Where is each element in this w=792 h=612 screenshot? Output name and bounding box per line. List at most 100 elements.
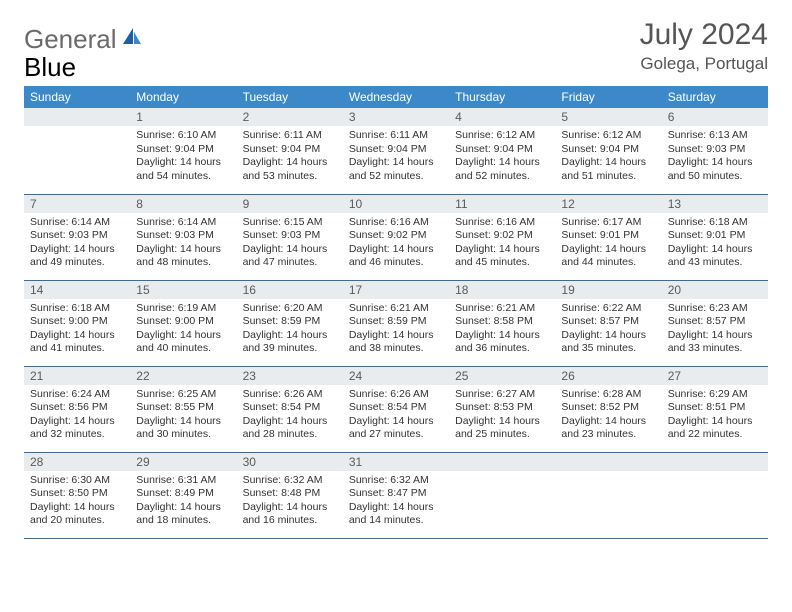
sunrise-line: Sunrise: 6:27 AM: [455, 388, 549, 402]
daylight-line: Daylight: 14 hours and 20 minutes.: [30, 501, 124, 528]
sunrise-line: Sunrise: 6:26 AM: [243, 388, 337, 402]
sunset-line: Sunset: 9:00 PM: [136, 315, 230, 329]
day-details: Sunrise: 6:21 AMSunset: 8:58 PMDaylight:…: [449, 299, 555, 361]
title-block: July 2024 Golega, Portugal: [640, 18, 768, 74]
day-details: Sunrise: 6:12 AMSunset: 9:04 PMDaylight:…: [555, 126, 661, 188]
sunrise-line: Sunrise: 6:31 AM: [136, 474, 230, 488]
sunrise-line: Sunrise: 6:16 AM: [455, 216, 549, 230]
sunrise-line: Sunrise: 6:32 AM: [243, 474, 337, 488]
day-number: [555, 453, 661, 471]
calendar-cell: 14Sunrise: 6:18 AMSunset: 9:00 PMDayligh…: [24, 280, 130, 366]
calendar-cell: [449, 452, 555, 538]
day-number: 18: [449, 281, 555, 299]
day-number: 6: [662, 108, 768, 126]
day-number: 1: [130, 108, 236, 126]
daylight-line: Daylight: 14 hours and 48 minutes.: [136, 243, 230, 270]
day-details: Sunrise: 6:16 AMSunset: 9:02 PMDaylight:…: [449, 213, 555, 275]
calendar-cell: 9Sunrise: 6:15 AMSunset: 9:03 PMDaylight…: [237, 194, 343, 280]
daylight-line: Daylight: 14 hours and 47 minutes.: [243, 243, 337, 270]
calendar-cell: 26Sunrise: 6:28 AMSunset: 8:52 PMDayligh…: [555, 366, 661, 452]
day-details: Sunrise: 6:29 AMSunset: 8:51 PMDaylight:…: [662, 385, 768, 447]
calendar-cell: 27Sunrise: 6:29 AMSunset: 8:51 PMDayligh…: [662, 366, 768, 452]
day-number: 5: [555, 108, 661, 126]
calendar-cell: 10Sunrise: 6:16 AMSunset: 9:02 PMDayligh…: [343, 194, 449, 280]
day-details: Sunrise: 6:26 AMSunset: 8:54 PMDaylight:…: [237, 385, 343, 447]
sunset-line: Sunset: 8:51 PM: [668, 401, 762, 415]
sunset-line: Sunset: 8:50 PM: [30, 487, 124, 501]
sunset-line: Sunset: 9:03 PM: [668, 143, 762, 157]
calendar-cell: 6Sunrise: 6:13 AMSunset: 9:03 PMDaylight…: [662, 108, 768, 194]
daylight-line: Daylight: 14 hours and 50 minutes.: [668, 156, 762, 183]
daylight-line: Daylight: 14 hours and 30 minutes.: [136, 415, 230, 442]
sunset-line: Sunset: 9:04 PM: [561, 143, 655, 157]
day-number: 2: [237, 108, 343, 126]
calendar-cell: 24Sunrise: 6:26 AMSunset: 8:54 PMDayligh…: [343, 366, 449, 452]
day-number: 30: [237, 453, 343, 471]
day-details: [24, 126, 130, 133]
daylight-line: Daylight: 14 hours and 38 minutes.: [349, 329, 443, 356]
daylight-line: Daylight: 14 hours and 41 minutes.: [30, 329, 124, 356]
sunrise-line: Sunrise: 6:10 AM: [136, 129, 230, 143]
calendar-cell: 3Sunrise: 6:11 AMSunset: 9:04 PMDaylight…: [343, 108, 449, 194]
sunrise-line: Sunrise: 6:11 AM: [243, 129, 337, 143]
sunrise-line: Sunrise: 6:15 AM: [243, 216, 337, 230]
calendar-cell: 28Sunrise: 6:30 AMSunset: 8:50 PMDayligh…: [24, 452, 130, 538]
calendar-cell: 19Sunrise: 6:22 AMSunset: 8:57 PMDayligh…: [555, 280, 661, 366]
sunrise-line: Sunrise: 6:19 AM: [136, 302, 230, 316]
sail-icon: [121, 24, 143, 55]
sunset-line: Sunset: 9:03 PM: [30, 229, 124, 243]
calendar-cell: 11Sunrise: 6:16 AMSunset: 9:02 PMDayligh…: [449, 194, 555, 280]
day-header: Sunday: [24, 86, 130, 108]
day-details: Sunrise: 6:26 AMSunset: 8:54 PMDaylight:…: [343, 385, 449, 447]
day-number: 3: [343, 108, 449, 126]
calendar-cell: 16Sunrise: 6:20 AMSunset: 8:59 PMDayligh…: [237, 280, 343, 366]
calendar-cell: 8Sunrise: 6:14 AMSunset: 9:03 PMDaylight…: [130, 194, 236, 280]
day-number: 11: [449, 195, 555, 213]
day-details: Sunrise: 6:28 AMSunset: 8:52 PMDaylight:…: [555, 385, 661, 447]
brand-logo: General: [24, 24, 143, 55]
calendar-week: 14Sunrise: 6:18 AMSunset: 9:00 PMDayligh…: [24, 280, 768, 366]
daylight-line: Daylight: 14 hours and 35 minutes.: [561, 329, 655, 356]
day-number: 7: [24, 195, 130, 213]
day-number: 8: [130, 195, 236, 213]
day-details: [449, 471, 555, 478]
day-header: Friday: [555, 86, 661, 108]
day-number: 23: [237, 367, 343, 385]
sunset-line: Sunset: 8:59 PM: [349, 315, 443, 329]
sunset-line: Sunset: 8:52 PM: [561, 401, 655, 415]
calendar-week: 7Sunrise: 6:14 AMSunset: 9:03 PMDaylight…: [24, 194, 768, 280]
sunrise-line: Sunrise: 6:12 AM: [455, 129, 549, 143]
day-details: Sunrise: 6:32 AMSunset: 8:48 PMDaylight:…: [237, 471, 343, 533]
calendar-cell: 29Sunrise: 6:31 AMSunset: 8:49 PMDayligh…: [130, 452, 236, 538]
day-number: 15: [130, 281, 236, 299]
calendar-body: 1Sunrise: 6:10 AMSunset: 9:04 PMDaylight…: [24, 108, 768, 538]
day-number: 26: [555, 367, 661, 385]
sunset-line: Sunset: 8:55 PM: [136, 401, 230, 415]
sunrise-line: Sunrise: 6:11 AM: [349, 129, 443, 143]
day-details: [662, 471, 768, 478]
sunset-line: Sunset: 9:03 PM: [136, 229, 230, 243]
day-number: 24: [343, 367, 449, 385]
calendar-page: General July 2024 Golega, Portugal Blue …: [0, 0, 792, 557]
day-details: Sunrise: 6:18 AMSunset: 9:00 PMDaylight:…: [24, 299, 130, 361]
calendar-cell: [555, 452, 661, 538]
day-number: 22: [130, 367, 236, 385]
daylight-line: Daylight: 14 hours and 54 minutes.: [136, 156, 230, 183]
day-details: Sunrise: 6:25 AMSunset: 8:55 PMDaylight:…: [130, 385, 236, 447]
daylight-line: Daylight: 14 hours and 28 minutes.: [243, 415, 337, 442]
sunrise-line: Sunrise: 6:12 AM: [561, 129, 655, 143]
calendar-cell: 4Sunrise: 6:12 AMSunset: 9:04 PMDaylight…: [449, 108, 555, 194]
sunrise-line: Sunrise: 6:17 AM: [561, 216, 655, 230]
sunrise-line: Sunrise: 6:22 AM: [561, 302, 655, 316]
sunset-line: Sunset: 9:04 PM: [455, 143, 549, 157]
sunset-line: Sunset: 8:53 PM: [455, 401, 549, 415]
logo-word1: General: [24, 24, 117, 55]
sunrise-line: Sunrise: 6:23 AM: [668, 302, 762, 316]
day-details: Sunrise: 6:14 AMSunset: 9:03 PMDaylight:…: [24, 213, 130, 275]
calendar-cell: 1Sunrise: 6:10 AMSunset: 9:04 PMDaylight…: [130, 108, 236, 194]
day-number: 19: [555, 281, 661, 299]
calendar-week: 21Sunrise: 6:24 AMSunset: 8:56 PMDayligh…: [24, 366, 768, 452]
daylight-line: Daylight: 14 hours and 23 minutes.: [561, 415, 655, 442]
day-number: 27: [662, 367, 768, 385]
daylight-line: Daylight: 14 hours and 52 minutes.: [455, 156, 549, 183]
